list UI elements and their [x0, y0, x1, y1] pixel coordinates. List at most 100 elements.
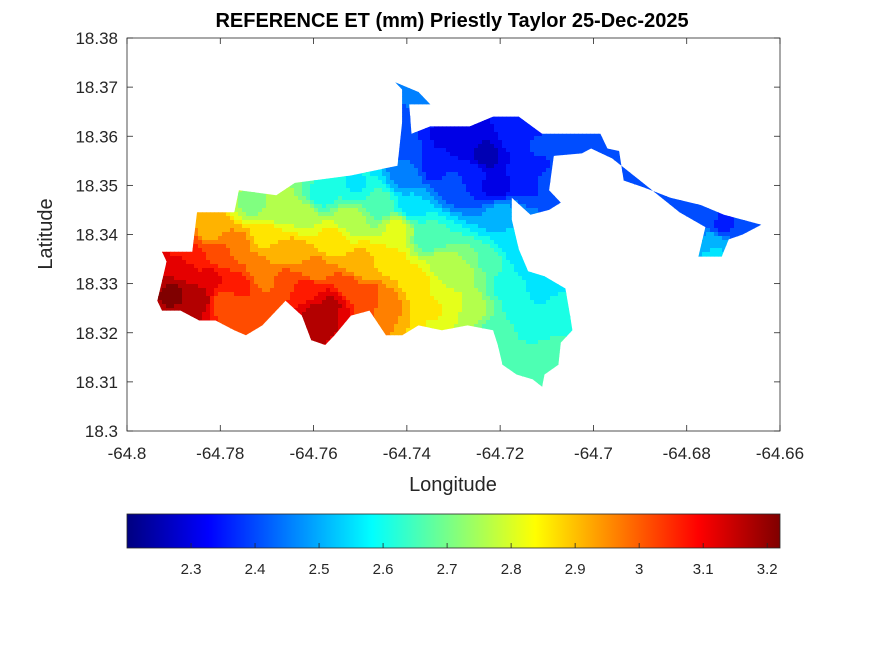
field-cell: [442, 152, 447, 157]
field-cell: [494, 148, 499, 153]
field-cell: [470, 180, 475, 185]
field-cell: [442, 192, 447, 197]
field-cell: [362, 204, 367, 209]
field-cell: [514, 116, 519, 121]
field-cell: [558, 136, 563, 141]
field-cell: [498, 200, 503, 205]
field-cell: [430, 200, 435, 205]
field-cell: [502, 116, 507, 121]
field-cell: [406, 144, 411, 149]
field-cell: [410, 144, 415, 149]
field-cell: [390, 176, 395, 181]
field-cell: [530, 188, 535, 193]
field-cell: [414, 188, 419, 193]
field-cell: [594, 136, 599, 141]
field-cell: [458, 136, 463, 141]
field-cell: [406, 132, 411, 137]
field-cell: [286, 188, 291, 193]
field-cell: [518, 192, 523, 197]
field-cell: [470, 188, 475, 193]
field-cell: [294, 184, 299, 189]
field-cell: [518, 164, 523, 169]
field-cell: [406, 108, 411, 113]
field-cell: [602, 148, 607, 153]
field-cell: [546, 172, 551, 177]
field-cell: [518, 156, 523, 161]
field-cell: [534, 180, 539, 185]
field-cell: [438, 136, 443, 141]
field-cell: [458, 180, 463, 185]
field-cell: [426, 128, 431, 133]
field-cell: [530, 184, 535, 189]
field-cell: [470, 176, 475, 181]
field-cell: [402, 136, 407, 141]
field-cell: [426, 204, 431, 209]
field-cell: [530, 180, 535, 185]
field-cell: [522, 176, 527, 181]
field-cell: [358, 196, 363, 201]
field-cell: [518, 188, 523, 193]
field-cell: [426, 176, 431, 181]
field-cell: [450, 192, 455, 197]
field-cell: [546, 192, 551, 197]
field-cell: [314, 200, 319, 205]
field-cell: [474, 200, 479, 205]
field-cell: [422, 176, 427, 181]
field-cell: [546, 184, 551, 189]
field-cell: [462, 164, 467, 169]
field-cell: [378, 200, 383, 205]
field-cell: [402, 156, 407, 161]
field-cell: [438, 180, 443, 185]
field-cell: [506, 176, 511, 181]
field-cell: [418, 168, 423, 173]
field-cell: [422, 184, 427, 189]
field-cell: [386, 204, 391, 209]
field-cell: [606, 152, 611, 157]
field-cell: [378, 184, 383, 189]
field-cell: [358, 180, 363, 185]
field-cell: [442, 128, 447, 133]
field-cell: [482, 132, 487, 137]
field-cell: [462, 180, 467, 185]
field-cell: [474, 148, 479, 153]
field-cell: [334, 184, 339, 189]
field-cell: [430, 164, 435, 169]
field-cell: [526, 160, 531, 165]
field-cell: [374, 188, 379, 193]
field-cell: [506, 136, 511, 141]
field-cell: [486, 120, 491, 125]
field-cell: [502, 160, 507, 165]
field-cell: [598, 132, 603, 137]
field-cell: [362, 184, 367, 189]
field-cell: [442, 144, 447, 149]
field-cell: [446, 132, 451, 137]
field-cell: [626, 176, 631, 181]
field-cell: [590, 132, 595, 137]
field-cell: [546, 156, 551, 161]
field-cell: [518, 140, 523, 145]
field-cell: [534, 204, 539, 209]
field-cell: [566, 136, 571, 141]
field-cell: [370, 196, 375, 201]
field-cell: [354, 192, 359, 197]
field-cell: [402, 84, 407, 89]
field-cell: [522, 192, 527, 197]
field-cell: [346, 204, 351, 209]
field-cell: [494, 132, 499, 137]
field-cell: [402, 168, 407, 173]
field-cell: [254, 208, 259, 213]
field-cell: [458, 172, 463, 177]
field-cell: [542, 132, 547, 137]
field-cell: [434, 132, 439, 137]
field-cell: [390, 192, 395, 197]
field-cell: [478, 180, 483, 185]
field-cell: [366, 172, 371, 177]
field-cell: [266, 208, 271, 213]
field-cell: [526, 180, 531, 185]
field-cell: [494, 168, 499, 173]
field-cell: [274, 200, 279, 205]
field-cell: [514, 136, 519, 141]
field-cell: [438, 188, 443, 193]
field-cell: [474, 152, 479, 157]
field-cell: [418, 204, 423, 209]
